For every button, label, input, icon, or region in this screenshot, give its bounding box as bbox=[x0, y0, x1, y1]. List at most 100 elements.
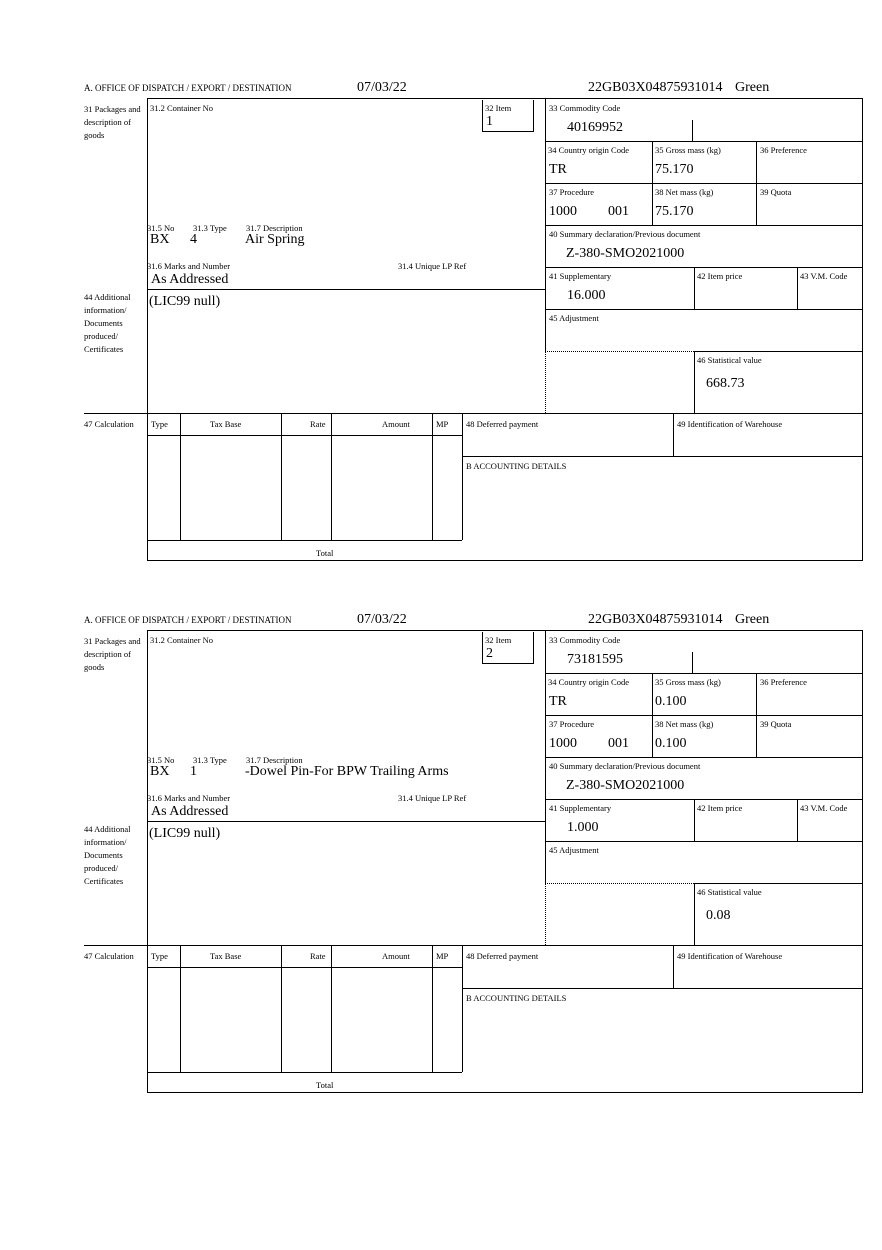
supplementary-label: 41 Supplementary bbox=[549, 803, 612, 813]
divider bbox=[180, 413, 181, 540]
previous-document: Z-380-SMO2021000 bbox=[566, 246, 685, 261]
accounting-details-label: B ACCOUNTING DETAILS bbox=[466, 461, 567, 471]
divider bbox=[694, 267, 695, 309]
procedure-label: 37 Procedure bbox=[549, 187, 595, 197]
divider bbox=[545, 309, 863, 310]
procedure-code: 1000 bbox=[549, 736, 577, 751]
item-price-label: 42 Item price bbox=[697, 803, 743, 813]
declaration-reference: 22GB03X04875931014 bbox=[588, 80, 723, 95]
divider bbox=[331, 945, 332, 1072]
warehouse-label: 49 Identification of Warehouse bbox=[677, 951, 783, 961]
divider bbox=[147, 1072, 462, 1073]
calc-rate-header: Rate bbox=[310, 419, 326, 429]
country-origin: TR bbox=[549, 162, 567, 177]
commodity-code: 73181595 bbox=[567, 652, 623, 667]
summary-declaration-label: 40 Summary declaration/Previous document bbox=[549, 229, 701, 239]
supplementary-units: 16.000 bbox=[567, 288, 606, 303]
calc-type-header: Type bbox=[151, 951, 168, 961]
marks-value: As Addressed bbox=[151, 272, 229, 287]
statistical-value-label: 46 Statistical value bbox=[697, 887, 762, 897]
divider bbox=[545, 673, 863, 674]
divider bbox=[147, 560, 863, 561]
divider bbox=[694, 799, 695, 841]
divider bbox=[673, 413, 674, 456]
description-label: 31.7 Description bbox=[246, 755, 303, 765]
packages-type: 1 bbox=[190, 764, 197, 779]
statistical-value: 0.08 bbox=[706, 908, 731, 923]
no-label: 31.5 No bbox=[147, 755, 175, 765]
item-number: 1 bbox=[486, 114, 493, 129]
divider bbox=[84, 945, 863, 946]
divider bbox=[545, 883, 546, 945]
calc-mp-header: MP bbox=[436, 419, 449, 429]
marks-value: As Addressed bbox=[151, 804, 229, 819]
additional-info-value: (LIC99 null) bbox=[149, 826, 221, 841]
divider bbox=[545, 183, 863, 184]
summary-declaration-label: 40 Summary declaration/Previous document bbox=[549, 761, 701, 771]
divider bbox=[545, 715, 863, 716]
calculation-label: 47 Calculation bbox=[84, 419, 134, 429]
divider bbox=[147, 435, 462, 436]
gross-mass: 75.170 bbox=[655, 162, 694, 177]
additional-info-label: 44 Additional information/ Documents pro… bbox=[84, 824, 131, 886]
divider bbox=[462, 413, 463, 540]
divider bbox=[180, 945, 181, 1072]
divider bbox=[147, 967, 462, 968]
commodity-code-label: 33 Commodity Code bbox=[549, 103, 621, 113]
net-mass: 0.100 bbox=[655, 736, 687, 751]
vm-code-label: 43 V.M. Code bbox=[800, 271, 848, 281]
packages-label: 31 Packages and description of goods bbox=[84, 636, 141, 672]
quota-label: 39 Quota bbox=[760, 187, 792, 197]
divider bbox=[432, 945, 433, 1072]
no-label: 31.5 No bbox=[147, 223, 175, 233]
divider bbox=[147, 630, 863, 631]
goods-description: -Dowel Pin-For BPW Trailing Arms bbox=[245, 764, 449, 779]
date: 07/03/22 bbox=[357, 612, 407, 627]
deferred-payment-label: 48 Deferred payment bbox=[466, 419, 539, 429]
divider bbox=[147, 821, 545, 822]
additional-info-label: 44 Additional information/ Documents pro… bbox=[84, 292, 131, 354]
item-box bbox=[482, 632, 534, 664]
divider bbox=[462, 988, 863, 989]
calc-total-label: Total bbox=[316, 1080, 334, 1090]
calc-rate-header: Rate bbox=[310, 951, 326, 961]
vm-code-label: 43 V.M. Code bbox=[800, 803, 848, 813]
divider bbox=[281, 945, 282, 1072]
divider bbox=[694, 883, 695, 945]
divider bbox=[862, 98, 863, 561]
container-no-label: 31.2 Container No bbox=[150, 635, 214, 645]
divider bbox=[84, 413, 863, 414]
divider bbox=[756, 141, 757, 225]
adjustment-label: 45 Adjustment bbox=[549, 313, 599, 323]
divider bbox=[432, 413, 433, 540]
item-label: 32 Item bbox=[485, 103, 512, 113]
goods-description: Air Spring bbox=[245, 232, 305, 247]
divider bbox=[147, 98, 863, 99]
divider bbox=[545, 351, 694, 352]
item-price-label: 42 Item price bbox=[697, 271, 743, 281]
supplementary-label: 41 Supplementary bbox=[549, 271, 612, 281]
divider bbox=[545, 351, 546, 413]
item-label: 32 Item bbox=[485, 635, 512, 645]
adjustment-label: 45 Adjustment bbox=[549, 845, 599, 855]
divider bbox=[462, 456, 863, 457]
divider bbox=[862, 630, 863, 1093]
divider bbox=[694, 351, 695, 413]
packages-type: 4 bbox=[190, 232, 197, 247]
divider bbox=[756, 673, 757, 757]
net-mass-label: 38 Net mass (kg) bbox=[655, 719, 714, 729]
type-label: 31.3 Type bbox=[193, 755, 227, 765]
country-origin-label: 34 Country origin Code bbox=[548, 677, 629, 687]
calc-tax-base-header: Tax Base bbox=[210, 419, 242, 429]
additional-info-value: (LIC99 null) bbox=[149, 294, 221, 309]
divider bbox=[545, 841, 863, 842]
packages-label: 31 Packages and description of goods bbox=[84, 104, 141, 140]
calc-mp-header: MP bbox=[436, 951, 449, 961]
divider bbox=[545, 141, 863, 142]
commodity-code-label: 33 Commodity Code bbox=[549, 635, 621, 645]
route-status: Green bbox=[735, 612, 770, 627]
net-mass: 75.170 bbox=[655, 204, 694, 219]
divider bbox=[147, 98, 148, 561]
procedure-suffix: 001 bbox=[608, 736, 629, 751]
divider bbox=[147, 540, 462, 541]
